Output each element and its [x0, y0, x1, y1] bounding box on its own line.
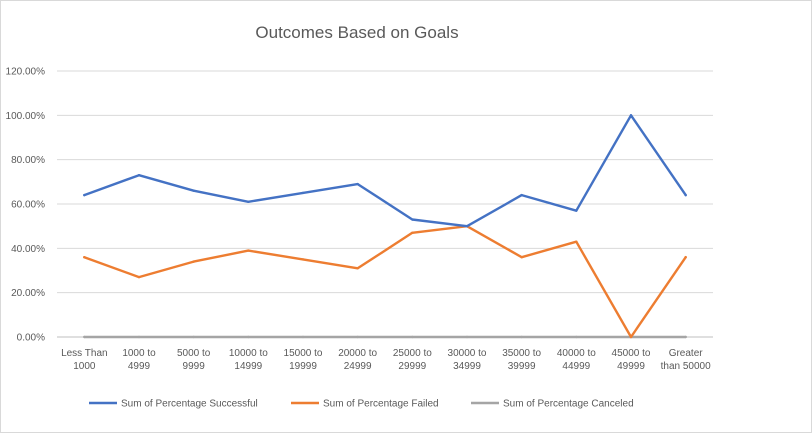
- data-point: [520, 193, 523, 197]
- series-line-1: [83, 224, 687, 339]
- x-tick-label: 45000 to 49999: [612, 348, 651, 372]
- data-point: [629, 114, 633, 117]
- data-point: [520, 256, 523, 259]
- data-point: [192, 335, 195, 339]
- data-point: [684, 193, 687, 197]
- x-tick-label: 20000 to 24999: [338, 348, 377, 372]
- data-point: [247, 335, 250, 339]
- legend-entry: Sum of Percentage Canceled: [503, 399, 634, 410]
- gridlines: [57, 70, 713, 338]
- data-point: [575, 240, 578, 243]
- data-point: [192, 189, 195, 192]
- data-point: [520, 335, 523, 339]
- data-point: [575, 209, 578, 212]
- x-axis: Less Than 1000 1000 to 4999 5000 to 9999 10000…: [61, 348, 711, 372]
- data-point: [301, 335, 305, 339]
- data-point: [356, 335, 359, 339]
- y-tick-label: 120.00%: [6, 67, 46, 78]
- data-point: [301, 258, 305, 261]
- y-axis: 0.00% 20.00% 40.00% 60.00% 80.00% 100.00% 120.…: [6, 67, 46, 344]
- x-tick-label: Greater than 50000: [661, 348, 711, 372]
- x-tick-label: 10000 to 14999: [229, 348, 268, 372]
- data-point: [137, 335, 141, 339]
- data-point: [684, 335, 687, 339]
- data-point: [301, 191, 305, 195]
- series-layer: [83, 114, 687, 339]
- x-tick-label: 25000 to 29999: [393, 348, 432, 372]
- data-point: [83, 256, 86, 259]
- data-point: [137, 173, 141, 177]
- y-tick-label: 100.00%: [6, 111, 46, 122]
- data-point: [83, 193, 86, 197]
- y-tick-label: 80.00%: [11, 155, 45, 166]
- y-tick-label: 0.00%: [17, 333, 45, 344]
- x-tick-label: 40000 to 44999: [557, 348, 596, 372]
- data-point: [356, 267, 359, 270]
- legend-entry: Sum of Percentage Successful: [121, 399, 258, 410]
- data-point: [411, 218, 414, 221]
- data-point: [684, 256, 687, 259]
- chart-title: Outcomes Based on Goals: [255, 23, 458, 42]
- data-point: [356, 182, 359, 186]
- x-tick-label: 35000 to 39999: [502, 348, 541, 372]
- x-tick-label: 5000 to 9999: [177, 348, 211, 372]
- data-point: [575, 335, 578, 339]
- data-point: [83, 335, 86, 339]
- legend: Sum of Percentage Successful Sum of Perce…: [89, 399, 634, 410]
- x-tick-label: Less Than 1000: [61, 348, 108, 372]
- data-point: [411, 335, 414, 339]
- x-tick-label: 15000 to 19999: [284, 348, 323, 372]
- data-point: [247, 200, 250, 203]
- data-point: [192, 260, 195, 263]
- y-tick-label: 20.00%: [11, 288, 45, 299]
- data-point: [465, 224, 469, 228]
- series-line-0: [83, 114, 687, 228]
- y-tick-label: 60.00%: [11, 200, 45, 211]
- data-point: [411, 231, 414, 235]
- x-tick-label: 30000 to 34999: [448, 348, 487, 372]
- legend-entry: Sum of Percentage Failed: [323, 399, 439, 410]
- data-point: [137, 275, 141, 279]
- y-tick-label: 40.00%: [11, 244, 45, 255]
- x-tick-label: 1000 to 4999: [122, 348, 156, 372]
- data-point: [629, 335, 633, 339]
- data-point: [247, 249, 250, 252]
- data-point: [465, 335, 469, 339]
